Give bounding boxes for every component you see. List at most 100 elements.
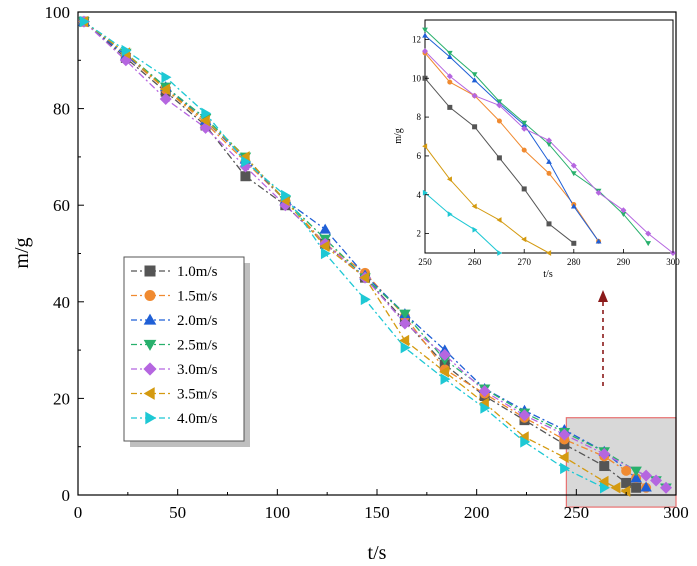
legend-label-2-5m-s: 2.5m/s [177,338,218,354]
y-tick-label: 40 [53,293,70,312]
legend-label-1-5m-s: 1.5m/s [177,289,218,305]
inset-data-point-2-5m-s [422,27,428,33]
data-point-2-0m-s [640,481,652,492]
inset-data-point-1-5m-s [546,170,552,176]
inset-data-point-4-0m-s [472,226,478,233]
data-point-3-0m-s [660,481,673,494]
data-point-3-0m-s [438,348,451,361]
inset-y-tick-label: 6 [417,151,422,161]
inset-data-point-1-0m-s [472,124,478,130]
y-tick-label: 60 [53,196,70,215]
inset-data-point-3-0m-s [645,230,652,237]
data-point-2-5m-s [630,466,642,477]
legend-marker-2-5m-s [143,339,157,351]
y-tick-label: 80 [53,100,70,119]
inset-x-tick-label: 290 [617,257,631,267]
data-point-3-5m-s [620,485,631,497]
inset-y-tick-label: 4 [417,190,422,200]
inset-data-point-2-0m-s [446,54,453,60]
data-point-4-0m-s [360,293,371,306]
inset-plot-frame [424,19,674,254]
legend-marker-1-5m-s [144,290,156,301]
inset-chart: 250 260 270 280 290 300 2 4 6 8 10 12 t/s m/g [393,19,680,280]
inset-data-point-2-5m-s [496,99,503,105]
data-point-4-0m-s [320,247,331,260]
data-point-3-0m-s [518,409,531,422]
inset-data-point-3-5m-s [496,217,502,223]
data-point-4-0m-s [79,15,90,28]
data-point-4-0m-s [201,107,212,120]
data-point-3-5m-s [199,114,210,127]
inset-data-point-3-5m-s [471,203,477,210]
data-point-4-0m-s [241,155,252,168]
inset-data-point-1-0m-s [571,240,577,246]
inset-series-line-2-5m-s [424,29,649,244]
inset-data-point-2-5m-s [471,72,478,78]
legend-label-4-0m-s: 4.0m/s [177,411,218,427]
x-axis-title: t/s [368,542,387,564]
x-tick-label: 200 [464,503,490,522]
inset-x-tick-label: 300 [666,257,680,267]
data-point-1-0m-s [621,477,632,488]
inset-data-point-4-0m-s [497,250,503,256]
inset-data-point-2-0m-s [422,32,428,38]
inset-data-point-1-0m-s [447,104,453,110]
inset-data-point-1-5m-s [521,147,527,153]
inset-series-line-3-5m-s [424,145,550,254]
inset-y-tick-label: 2 [417,229,422,239]
legend: 1.0m/s 1.5m/s 2.0m/s 2.5m/s 3.0m/s 3.5m/s 4.0m… [123,256,250,447]
inset-x-tick-label: 250 [418,257,432,267]
data-point-1-0m-s [631,482,642,493]
data-point-3-5m-s [558,451,569,464]
x-tick-label: 150 [364,503,390,522]
inset-data-point-2-5m-s [446,50,453,56]
x-tick-label: 50 [169,503,186,522]
legend-marker-3-0m-s [143,362,157,376]
data-point-4-0m-s [560,462,571,475]
inset-data-point-4-0m-s [447,211,453,218]
data-point-1-5m-s [621,465,632,476]
inset-series-line-2-0m-s [424,35,600,242]
inset-y-tick-label: 8 [417,112,422,122]
y-tick-label: 100 [45,3,71,22]
legend-marker-3-5m-s [143,387,155,400]
inset-data-point-1-0m-s [496,155,502,161]
inset-data-point-3-5m-s [422,143,428,150]
inset-data-point-2-5m-s [521,120,528,126]
inset-data-point-4-0m-s [422,189,428,196]
data-point-3-0m-s [398,317,411,330]
inset-data-point-3-5m-s [546,250,552,256]
inset-data-point-2-5m-s [645,241,652,247]
inset-data-point-1-5m-s [447,79,453,85]
data-point-3-5m-s [610,482,621,494]
x-tick-label: 250 [564,503,590,522]
inset-data-point-1-5m-s [496,118,502,124]
data-point-3-0m-s [650,474,663,487]
inset-data-point-2-5m-s [620,212,627,218]
legend-label-1-0m-s: 1.0m/s [177,264,218,280]
inset-data-point-3-0m-s [496,102,503,109]
series-line-3-5m-s [83,21,627,492]
inset-data-point-2-5m-s [570,171,577,177]
inset-x-tick-label: 280 [567,257,581,267]
data-point-4-0m-s [400,341,411,354]
inset-axes-ticks: 250 260 270 280 290 300 2 4 6 8 10 12 [412,34,680,267]
data-point-3-0m-s [640,469,653,482]
data-point-2-0m-s [630,472,642,483]
main-markers-group [77,15,673,497]
inset-data-point-3-0m-s [471,92,478,99]
legend-label-3-5m-s: 3.5m/s [177,387,218,403]
data-point-2-5m-s [399,309,411,320]
main-axes-ticks: 0 50 100 150 200 250 300 0 20 40 60 80 100 [45,3,689,522]
main-series-group [83,21,667,492]
inset-data-point-2-0m-s [471,77,478,83]
legend-marker-2-0m-s [143,313,157,325]
data-point-4-0m-s [480,402,491,414]
data-point-3-5m-s [159,83,170,96]
inset-data-point-3-5m-s [521,236,527,243]
data-point-3-0m-s [159,92,172,105]
data-point-4-0m-s [440,373,451,385]
inset-data-point-3-0m-s [620,207,627,214]
data-point-3-5m-s [399,334,410,347]
